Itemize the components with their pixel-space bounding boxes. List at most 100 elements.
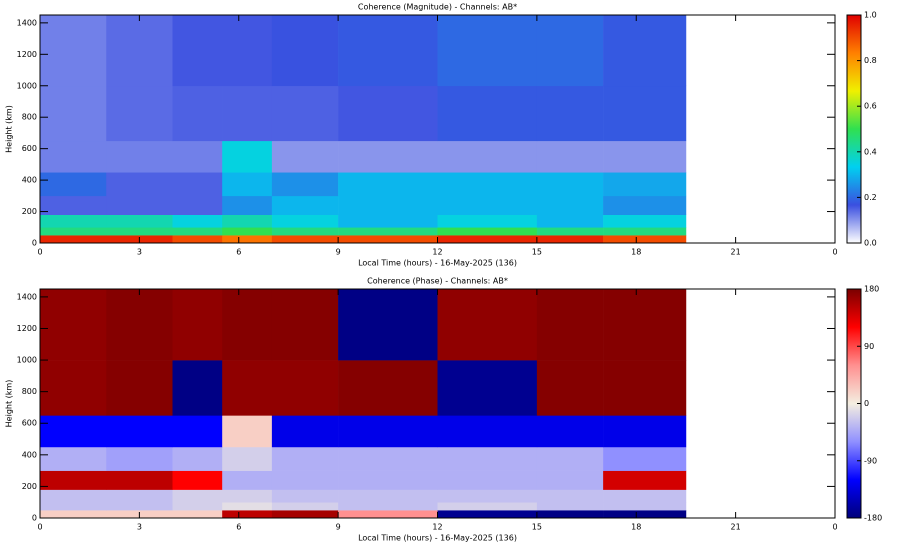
heatmap-cell xyxy=(437,289,538,361)
heatmap-cell xyxy=(222,446,273,471)
y-tick-label: 200 xyxy=(22,482,37,491)
colorbar-tick-label: 90 xyxy=(864,342,874,351)
heatmap-cell xyxy=(603,446,687,471)
heatmap-cell xyxy=(40,502,107,511)
heatmap-cell xyxy=(437,15,538,87)
x-tick-label: 0 xyxy=(832,248,837,257)
x-tick-label: 21 xyxy=(731,523,741,532)
heatmap-cell xyxy=(40,227,107,236)
heatmap-cell xyxy=(536,446,604,471)
x-tick-label: 18 xyxy=(631,523,641,532)
heatmap-cell xyxy=(603,15,687,87)
x-tick-label: 12 xyxy=(432,523,442,532)
heatmap-cell xyxy=(603,415,687,448)
y-tick-label: 1000 xyxy=(17,356,37,365)
heatmap-cell xyxy=(338,227,438,236)
heatmap-cell xyxy=(437,195,538,215)
heatmap-cell xyxy=(603,195,687,215)
heatmap-cell xyxy=(271,446,339,471)
heatmap-cell xyxy=(338,446,438,471)
y-tick-label: 1400 xyxy=(17,292,37,301)
heatmap-cell xyxy=(40,214,107,228)
heatmap-cell xyxy=(172,140,223,173)
heatmap-cell xyxy=(222,510,273,519)
heatmap-cell xyxy=(338,360,438,416)
colorbar-tick-label: -180 xyxy=(864,514,882,523)
heatmap-cell xyxy=(536,227,604,236)
heatmap-cell xyxy=(106,195,173,215)
heatmap-cell xyxy=(172,85,223,142)
heatmap-cell xyxy=(603,502,687,511)
panel-title: Coherence (Phase) - Channels: AB* xyxy=(367,277,508,286)
colorbar-tick-label: 180 xyxy=(864,285,879,294)
heatmap-cell xyxy=(106,214,173,228)
heatmap-cell xyxy=(106,15,173,87)
x-tick-label: 12 xyxy=(432,248,442,257)
heatmap-cell xyxy=(536,510,604,519)
x-tick-label: 15 xyxy=(532,248,542,257)
heatmap-cell xyxy=(271,415,339,448)
heatmap-cell xyxy=(338,235,438,244)
y-tick-label: 1000 xyxy=(17,81,37,90)
heatmap-cell xyxy=(106,360,173,416)
heatmap-cell xyxy=(603,214,687,228)
colorbar-tick-label: -90 xyxy=(864,456,877,465)
heatmap-cell xyxy=(271,15,339,87)
heatmap-cell xyxy=(172,510,223,519)
heatmap-cell xyxy=(603,85,687,142)
x-tick-label: 3 xyxy=(137,523,142,532)
heatmap-cell xyxy=(271,85,339,142)
colorbar xyxy=(846,14,862,244)
heatmap-cell xyxy=(536,195,604,215)
heatmap-cell xyxy=(603,489,687,503)
heatmap-cell xyxy=(338,502,438,511)
heatmap-cell xyxy=(172,214,223,228)
heatmap-cell xyxy=(222,140,273,173)
heatmap-cell xyxy=(40,415,107,448)
x-tick-label: 0 xyxy=(37,248,42,257)
heatmap-cell xyxy=(222,415,273,448)
heatmap-cell xyxy=(338,415,438,448)
y-tick-label: 400 xyxy=(22,176,37,185)
heatmap-cell xyxy=(338,85,438,142)
heatmap-cell xyxy=(437,415,538,448)
heatmap-cell xyxy=(536,489,604,503)
heatmap-cell xyxy=(338,172,438,197)
heatmap-cell xyxy=(172,15,223,87)
heatmap-cell xyxy=(40,289,107,361)
heatmap-cell xyxy=(172,360,223,416)
x-tick-label: 9 xyxy=(336,248,341,257)
x-tick-label: 15 xyxy=(532,523,542,532)
heatmap-cell xyxy=(172,172,223,197)
y-tick-label: 800 xyxy=(22,113,37,122)
heatmap-cell xyxy=(437,502,538,511)
heatmap-cell xyxy=(40,15,107,87)
colorbar-tick-label: 1.0 xyxy=(864,11,877,20)
y-tick-label: 0 xyxy=(32,239,37,248)
heatmap-cell xyxy=(437,235,538,244)
heatmap-cell xyxy=(603,510,687,519)
heatmap-cell xyxy=(536,172,604,197)
heatmap-cell xyxy=(271,172,339,197)
heatmap-cell xyxy=(536,235,604,244)
heatmap-cell xyxy=(271,140,339,173)
heatmap-cell xyxy=(222,289,273,361)
heatmap-cell xyxy=(271,195,339,215)
heatmap-cell xyxy=(536,360,604,416)
heatmap-cell xyxy=(536,415,604,448)
heatmap-cell xyxy=(603,470,687,490)
heatmap-cell xyxy=(271,470,339,490)
y-tick-label: 200 xyxy=(22,207,37,216)
heatmap-cell xyxy=(437,172,538,197)
heatmap-cell xyxy=(106,289,173,361)
x-tick-label: 9 xyxy=(336,523,341,532)
heatmap-cell xyxy=(536,15,604,87)
x-tick-label: 3 xyxy=(137,248,142,257)
heatmap-cell xyxy=(536,214,604,228)
heatmap-cell xyxy=(172,502,223,511)
heatmap-cell xyxy=(222,235,273,244)
heatmap-cell xyxy=(536,140,604,173)
y-tick-label: 1400 xyxy=(17,18,37,27)
heatmap-cell xyxy=(338,214,438,228)
